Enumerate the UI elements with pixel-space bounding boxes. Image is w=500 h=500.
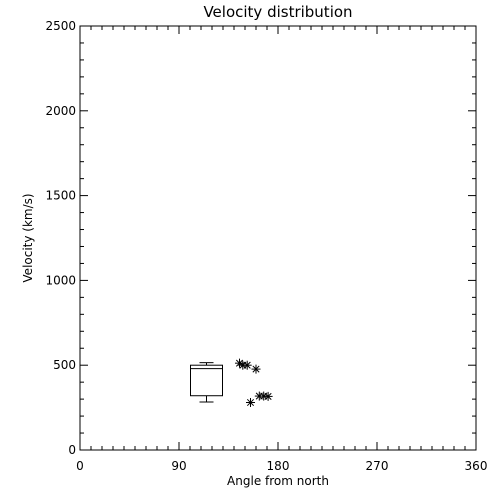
x-tick-label: 90: [171, 459, 186, 473]
x-tick-label: 0: [76, 459, 84, 473]
y-tick-label: 2500: [45, 19, 76, 33]
y-tick-label: 0: [68, 443, 76, 457]
y-tick-label: 1000: [45, 273, 76, 287]
x-tick-label: 180: [267, 459, 290, 473]
asterisk-stroke: [243, 361, 251, 369]
axis-ticks: 0 90 180 270 360 0 500 1000 1500 2000 2500: [45, 19, 487, 473]
x-axis-label: Angle from north: [227, 474, 329, 488]
asterisk-stroke: [252, 365, 260, 373]
asterisk-stroke: [235, 359, 244, 367]
y-axis-label: Velocity (km/s): [21, 193, 35, 282]
asterisk-point: [251, 364, 261, 374]
box-iqr: [190, 364, 223, 397]
asterisk-point: [263, 391, 273, 401]
y-tick-label: 2000: [45, 104, 76, 118]
x-tick-label: 360: [465, 459, 488, 473]
box-plot: [190, 362, 223, 403]
plot-frame: [79, 25, 477, 451]
asterisk-stroke: [264, 392, 272, 400]
x-tick-label: 270: [366, 459, 389, 473]
y-tick-label: 500: [53, 358, 76, 372]
y-tick-label: 1500: [45, 189, 76, 203]
data-points: [235, 358, 273, 408]
asterisk-point: [242, 360, 252, 370]
chart-title: Velocity distribution: [203, 3, 352, 21]
asterisk-stroke: [246, 398, 255, 407]
asterisk-point: [246, 398, 255, 408]
